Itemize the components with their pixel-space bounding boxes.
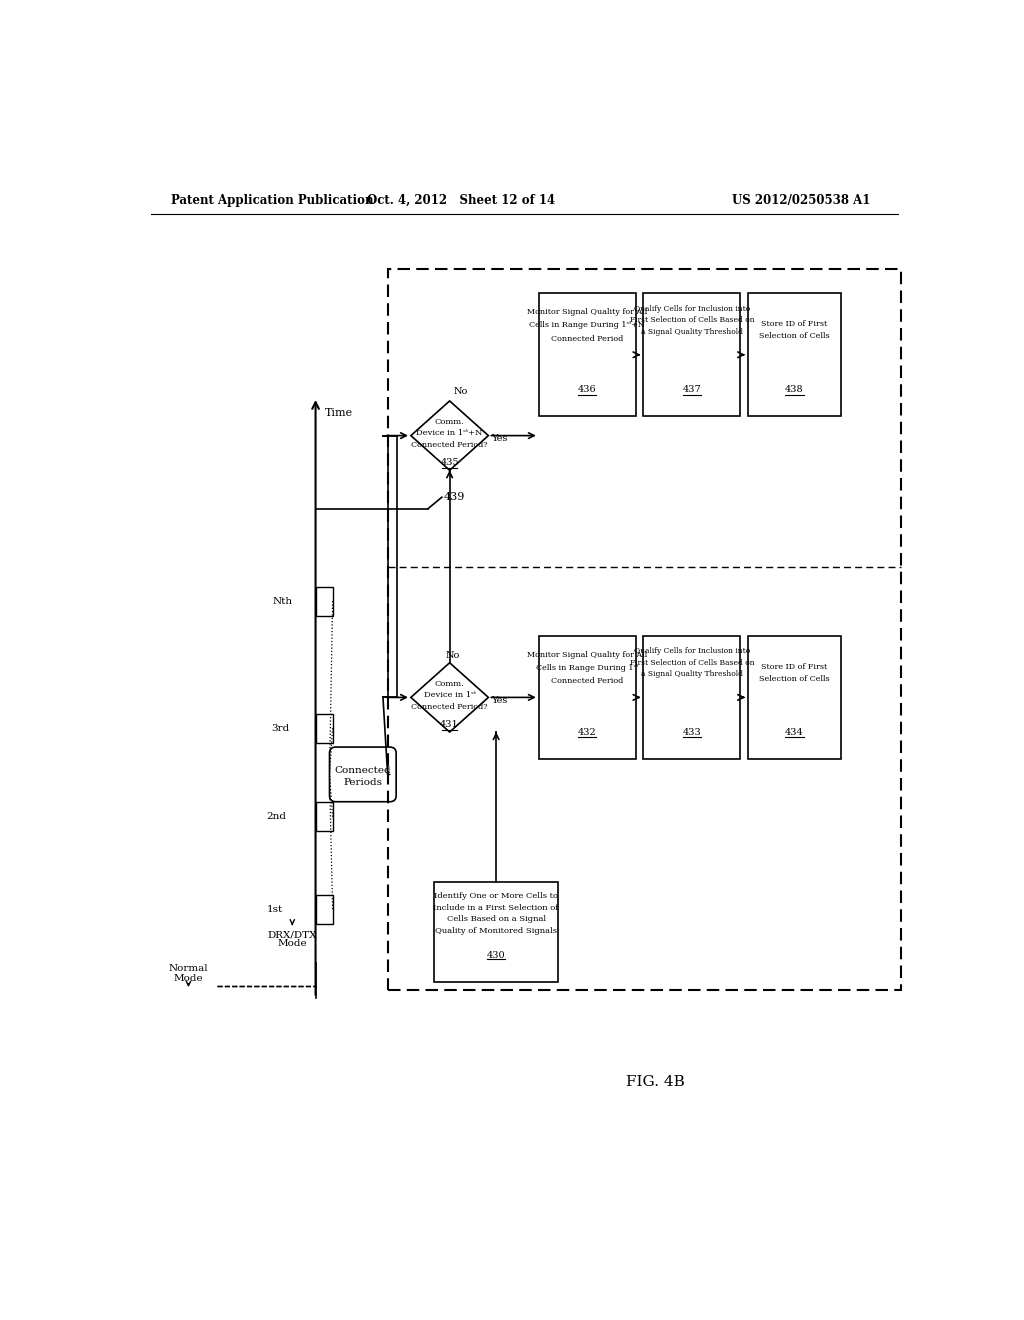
Bar bbox=[539, 636, 636, 759]
Text: DRX/DTX: DRX/DTX bbox=[267, 931, 317, 939]
Text: Connected Period: Connected Period bbox=[551, 677, 624, 685]
Text: No: No bbox=[454, 387, 468, 396]
Polygon shape bbox=[411, 663, 488, 733]
Text: Identify One or More Cells to: Identify One or More Cells to bbox=[434, 892, 558, 900]
Text: Periods: Periods bbox=[343, 777, 382, 787]
Text: First Selection of Cells Based on: First Selection of Cells Based on bbox=[630, 315, 754, 325]
Text: 439: 439 bbox=[443, 492, 465, 502]
Text: Normal: Normal bbox=[169, 964, 208, 973]
Text: US 2012/0250538 A1: US 2012/0250538 A1 bbox=[732, 194, 870, 207]
Text: 438: 438 bbox=[785, 385, 804, 393]
Text: Connected: Connected bbox=[335, 766, 391, 775]
Bar bbox=[748, 636, 841, 759]
Text: a Signal Quality Threshold: a Signal Quality Threshold bbox=[641, 327, 742, 335]
Bar bbox=[539, 293, 636, 416]
Text: Mode: Mode bbox=[174, 974, 203, 983]
Text: Comm.: Comm. bbox=[435, 680, 465, 688]
Text: Time: Time bbox=[325, 408, 353, 417]
Text: 432: 432 bbox=[578, 727, 597, 737]
Text: 3rd: 3rd bbox=[271, 723, 289, 733]
FancyBboxPatch shape bbox=[330, 747, 396, 801]
Text: Quality of Monitored Signals: Quality of Monitored Signals bbox=[435, 927, 557, 935]
Text: First Selection of Cells Based on: First Selection of Cells Based on bbox=[630, 659, 754, 667]
Text: Qualify Cells for Inclusion into: Qualify Cells for Inclusion into bbox=[634, 305, 750, 313]
Text: 436: 436 bbox=[578, 385, 597, 393]
Text: Oct. 4, 2012   Sheet 12 of 14: Oct. 4, 2012 Sheet 12 of 14 bbox=[368, 194, 555, 207]
Text: Cells in Range During 1ˢᵗ+N: Cells in Range During 1ˢᵗ+N bbox=[529, 322, 645, 330]
Text: Connected Period?: Connected Period? bbox=[412, 702, 487, 710]
Text: 430: 430 bbox=[486, 950, 506, 960]
Text: Connected Period?: Connected Period? bbox=[412, 441, 487, 449]
Text: Selection of Cells: Selection of Cells bbox=[759, 333, 829, 341]
Text: Include in a First Selection of: Include in a First Selection of bbox=[433, 904, 559, 912]
Bar bbox=[748, 293, 841, 416]
Text: Nth: Nth bbox=[272, 597, 292, 606]
Text: Monitor Signal Quality for All: Monitor Signal Quality for All bbox=[527, 309, 647, 317]
Bar bbox=[388, 268, 901, 990]
Text: Device in 1ˢᵗ+N: Device in 1ˢᵗ+N bbox=[417, 429, 482, 437]
Text: 434: 434 bbox=[785, 727, 804, 737]
Text: Store ID of First: Store ID of First bbox=[762, 663, 827, 671]
Text: 2nd: 2nd bbox=[266, 812, 286, 821]
Bar bbox=[434, 882, 558, 982]
Text: Device in 1ˢᵗ: Device in 1ˢᵗ bbox=[424, 692, 476, 700]
Text: 431: 431 bbox=[440, 719, 459, 729]
Text: Mode: Mode bbox=[278, 940, 307, 948]
Text: Store ID of First: Store ID of First bbox=[762, 319, 827, 327]
Polygon shape bbox=[411, 401, 488, 470]
Text: Yes: Yes bbox=[492, 434, 508, 444]
Bar bbox=[315, 895, 333, 924]
Text: Qualify Cells for Inclusion into: Qualify Cells for Inclusion into bbox=[634, 647, 750, 655]
Text: Cells Based on a Signal: Cells Based on a Signal bbox=[446, 915, 546, 923]
Text: 433: 433 bbox=[682, 727, 701, 737]
Text: Cells in Range During 1ˢᵗ: Cells in Range During 1ˢᵗ bbox=[536, 664, 638, 672]
Text: Patent Application Publication: Patent Application Publication bbox=[171, 194, 373, 207]
Text: FIG. 4B: FIG. 4B bbox=[626, 1076, 684, 1089]
Bar bbox=[643, 636, 740, 759]
Text: 437: 437 bbox=[682, 385, 701, 393]
Text: Selection of Cells: Selection of Cells bbox=[759, 675, 829, 682]
Bar bbox=[643, 293, 740, 416]
Bar bbox=[315, 803, 333, 832]
Bar bbox=[315, 586, 333, 615]
Text: Monitor Signal Quality for All: Monitor Signal Quality for All bbox=[527, 651, 647, 659]
Text: Comm.: Comm. bbox=[435, 417, 465, 426]
Text: 435: 435 bbox=[440, 458, 459, 467]
Text: a Signal Quality Threshold: a Signal Quality Threshold bbox=[641, 671, 742, 678]
Text: No: No bbox=[445, 651, 460, 660]
Text: 1st: 1st bbox=[266, 904, 283, 913]
Text: Yes: Yes bbox=[492, 696, 508, 705]
Bar bbox=[315, 714, 333, 743]
Text: Connected Period: Connected Period bbox=[551, 334, 624, 343]
